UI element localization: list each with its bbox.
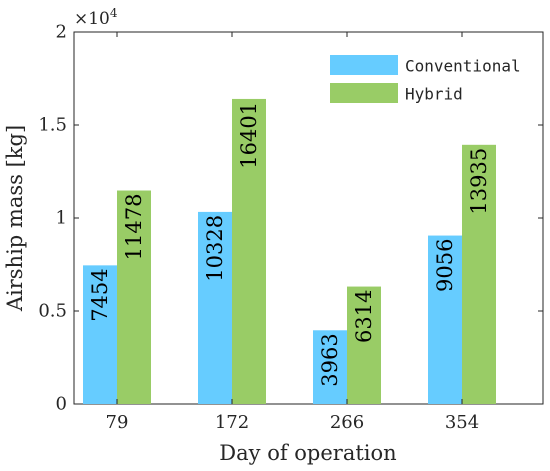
y-tick-label: 0 — [56, 394, 67, 415]
x-tick-label: 79 — [106, 412, 129, 433]
bar-hybrid-354 — [462, 144, 496, 404]
bar-group — [83, 98, 496, 404]
bar-hybrid-79 — [117, 190, 151, 404]
y-axis-exponent: ×104 — [74, 6, 118, 29]
bar-conventional-172 — [198, 211, 232, 404]
legend-swatch-hybrid — [330, 83, 398, 103]
bar-hybrid-266 — [347, 286, 381, 404]
bar-conventional-79 — [83, 265, 117, 404]
bar-hybrid-172 — [232, 98, 266, 404]
bar-value-label: 7454 — [88, 268, 112, 321]
y-tick-label: 0.5 — [38, 301, 67, 322]
y-axis-exponent-power: 4 — [110, 6, 118, 20]
bar-value-label: 6314 — [352, 290, 376, 343]
y-tick-label: 2 — [56, 22, 67, 43]
y-tick-label: 1.5 — [38, 115, 67, 136]
x-axis: 79 172 266 354 — [106, 32, 479, 433]
legend-label: Hybrid — [405, 85, 463, 104]
bar-value-label: 13935 — [467, 148, 491, 215]
bar-label-group: 7454 10328 3963 9056 11478 16401 6314 13935 — [88, 102, 491, 387]
bar-conventional-354 — [428, 235, 462, 404]
legend: Conventional Hybrid — [330, 55, 521, 104]
x-tick-label: 266 — [330, 412, 364, 433]
legend-swatch-conventional — [330, 55, 398, 75]
bar-value-label: 9056 — [433, 239, 457, 292]
x-tick-label: 172 — [215, 412, 249, 433]
bar-value-label: 10328 — [203, 215, 227, 282]
y-axis-label: Airship mass [kg] — [3, 125, 27, 312]
bar-value-label: 11478 — [122, 194, 146, 261]
y-axis-exponent-base: ×10 — [74, 9, 110, 29]
y-tick-label: 1 — [56, 208, 67, 229]
legend-label: Conventional — [405, 57, 521, 76]
x-tick-label: 354 — [445, 412, 479, 433]
bar-value-label: 16401 — [237, 102, 261, 169]
bar-value-label: 3963 — [318, 333, 342, 386]
x-axis-label: Day of operation — [219, 441, 396, 465]
y-axis: 0 0.5 1 1.5 2 — [38, 22, 543, 415]
bar-conventional-266 — [313, 330, 347, 404]
